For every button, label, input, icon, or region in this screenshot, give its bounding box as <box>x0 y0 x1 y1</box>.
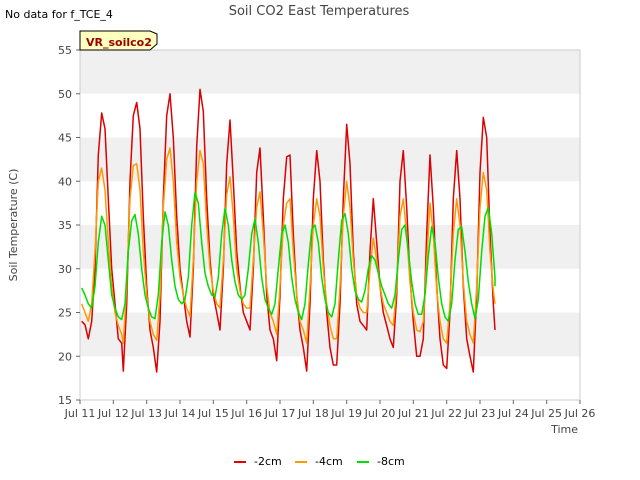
legend: -2cm -4cm -8cm <box>234 455 405 468</box>
x-tick-label: Jul 21 <box>397 407 429 420</box>
x-tick-label: Jul 17 <box>264 407 296 420</box>
grid-band <box>80 50 580 94</box>
series-lines <box>80 88 496 373</box>
x-tick-label: Jul 11 <box>64 407 96 420</box>
x-tick-label: Jul 20 <box>364 407 396 420</box>
y-axis: 15 20 25 30 35 40 45 50 55 <box>58 44 80 407</box>
x-tick-label: Jul 16 <box>230 407 262 420</box>
grid-band <box>80 225 580 269</box>
x-tick-label: Jul 24 <box>497 407 529 420</box>
x-tick-label: Jul 26 <box>564 407 596 420</box>
chart-title: Soil CO2 East Temperatures <box>229 4 410 19</box>
y-tick-label: 30 <box>58 263 72 276</box>
no-data-note: No data for f_TCE_4 <box>5 8 113 21</box>
y-tick-label: 35 <box>58 219 72 232</box>
background-bands <box>80 50 580 357</box>
y-tick-label: 25 <box>58 307 72 320</box>
series-line-8cm <box>81 191 496 323</box>
x-tick-label: Jul 23 <box>464 407 496 420</box>
x-tick-label: Jul 22 <box>430 407 462 420</box>
badge-label: VR_soilco2 <box>86 36 152 49</box>
legend-item: -2cm <box>234 455 282 468</box>
x-tick-label: Jul 15 <box>197 407 229 420</box>
y-tick-label: 20 <box>58 350 72 363</box>
x-axis: Jul 11 Jul 12 Jul 13 Jul 14 Jul 15 Jul 16 Jul … <box>64 400 596 420</box>
y-tick-label: 55 <box>58 44 72 57</box>
vr-badge: VR_soilco2 <box>79 30 158 51</box>
badge-shape <box>79 30 158 51</box>
y-axis-label: Soil Temperature (C) <box>7 169 20 282</box>
legend-label: -8cm <box>377 455 405 468</box>
y-tick-label: 40 <box>58 175 72 188</box>
series-line-4cm <box>80 147 496 344</box>
x-tick-label: Jul 19 <box>330 407 362 420</box>
legend-label: -2cm <box>254 455 282 468</box>
grid-band <box>80 137 580 182</box>
y-tick-label: 45 <box>58 132 72 145</box>
x-tick-label: Jul 13 <box>130 407 162 420</box>
y-tick-label: 50 <box>58 88 72 101</box>
legend-item: -8cm <box>357 455 405 468</box>
legend-label: -4cm <box>315 455 343 468</box>
x-axis-label: Time <box>550 423 578 436</box>
legend-item: -4cm <box>295 455 343 468</box>
x-tick-label: Jul 14 <box>164 407 196 420</box>
x-tick-label: Jul 12 <box>97 407 129 420</box>
x-tick-label: Jul 18 <box>297 407 329 420</box>
series-line-2cm <box>81 88 496 373</box>
x-tick-label: Jul 25 <box>530 407 562 420</box>
y-tick-label: 15 <box>58 394 72 407</box>
